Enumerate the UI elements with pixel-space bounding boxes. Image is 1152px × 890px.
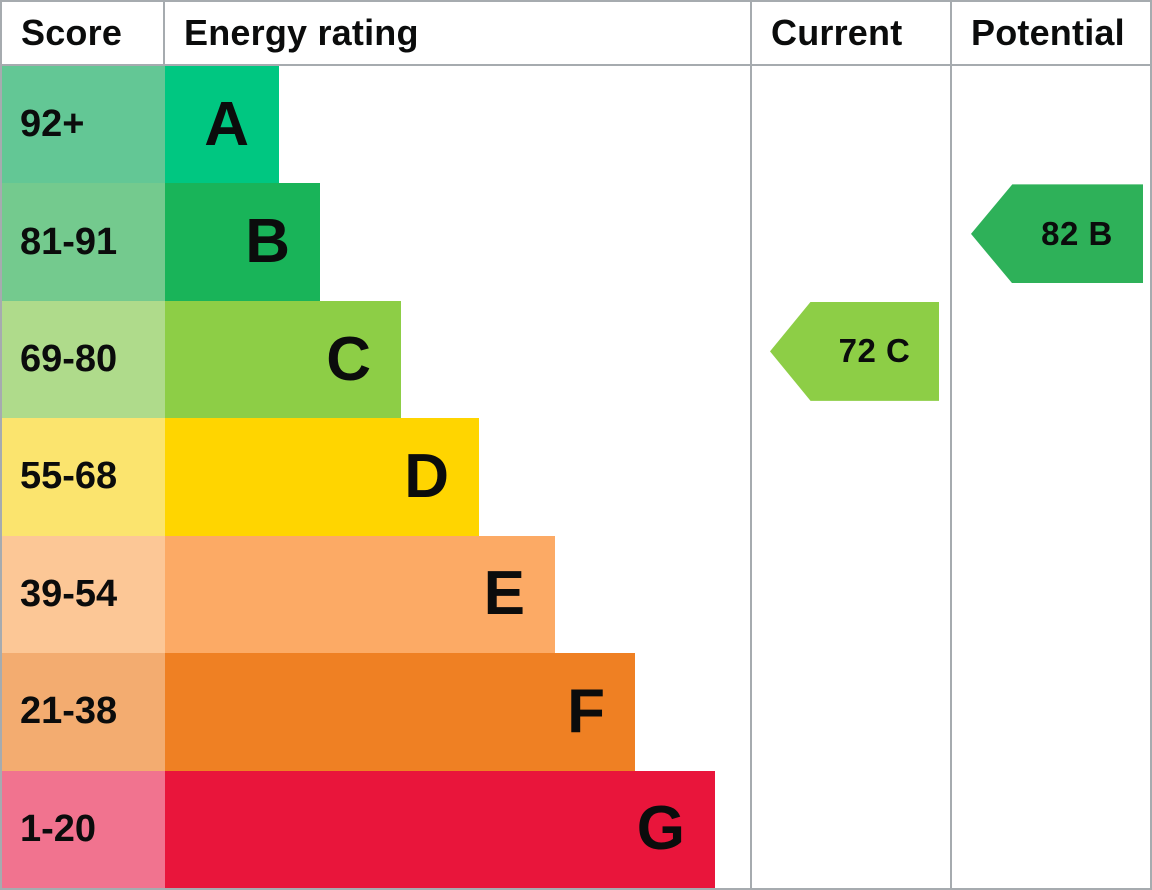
band-letter-b: B: [245, 207, 290, 277]
score-range-b: 81-91: [2, 183, 165, 301]
score-range-c: 69-80: [2, 300, 165, 419]
header-energy-rating: Energy rating: [165, 2, 752, 64]
band-row-f: 21-38 F: [2, 653, 1150, 771]
rating-bar-g: G: [165, 770, 715, 888]
current-rating-label: 72 C: [838, 332, 911, 370]
band-letter-c: C: [326, 324, 371, 394]
band-row-e: 39-54 E: [2, 535, 1150, 654]
column-divider-current: [750, 66, 752, 888]
band-letter-f: F: [567, 676, 605, 746]
rating-bar-b: B: [165, 183, 320, 301]
band-row-g: 1-20 G: [2, 770, 1150, 888]
chart-body: 92+ A 81-91 B 69-80 C 55-68 D 39-54: [2, 66, 1150, 888]
band-letter-e: E: [483, 559, 525, 629]
band-letter-d: D: [404, 441, 449, 511]
rating-bar-c: C: [165, 300, 401, 419]
band-row-d: 55-68 D: [2, 418, 1150, 536]
band-letter-g: G: [636, 794, 685, 864]
header-potential: Potential: [971, 12, 1125, 53]
header-row: Score Energy rating Current Potential: [2, 2, 1150, 66]
rating-bar-d: D: [165, 418, 479, 536]
score-range-f: 21-38: [2, 653, 165, 771]
band-row-b: 81-91 B: [2, 183, 1150, 301]
band-row-a: 92+ A: [2, 66, 1150, 184]
rating-bar-a: A: [165, 66, 279, 184]
rating-bar-e: E: [165, 535, 555, 654]
band-letter-a: A: [204, 89, 249, 159]
score-range-d: 55-68: [2, 418, 165, 536]
score-range-e: 39-54: [2, 535, 165, 654]
potential-rating-label: 82 B: [1041, 214, 1113, 252]
current-rating-marker: 72 C: [770, 301, 939, 401]
score-range-a: 92+: [2, 66, 165, 184]
band-row-c: 69-80 C: [2, 300, 1150, 419]
column-divider-potential: [950, 66, 952, 888]
potential-rating-marker: 82 B: [971, 184, 1143, 284]
rating-bar-f: F: [165, 653, 635, 771]
header-current: Current: [752, 2, 952, 64]
header-score: Score: [2, 2, 165, 64]
score-range-g: 1-20: [2, 770, 165, 888]
